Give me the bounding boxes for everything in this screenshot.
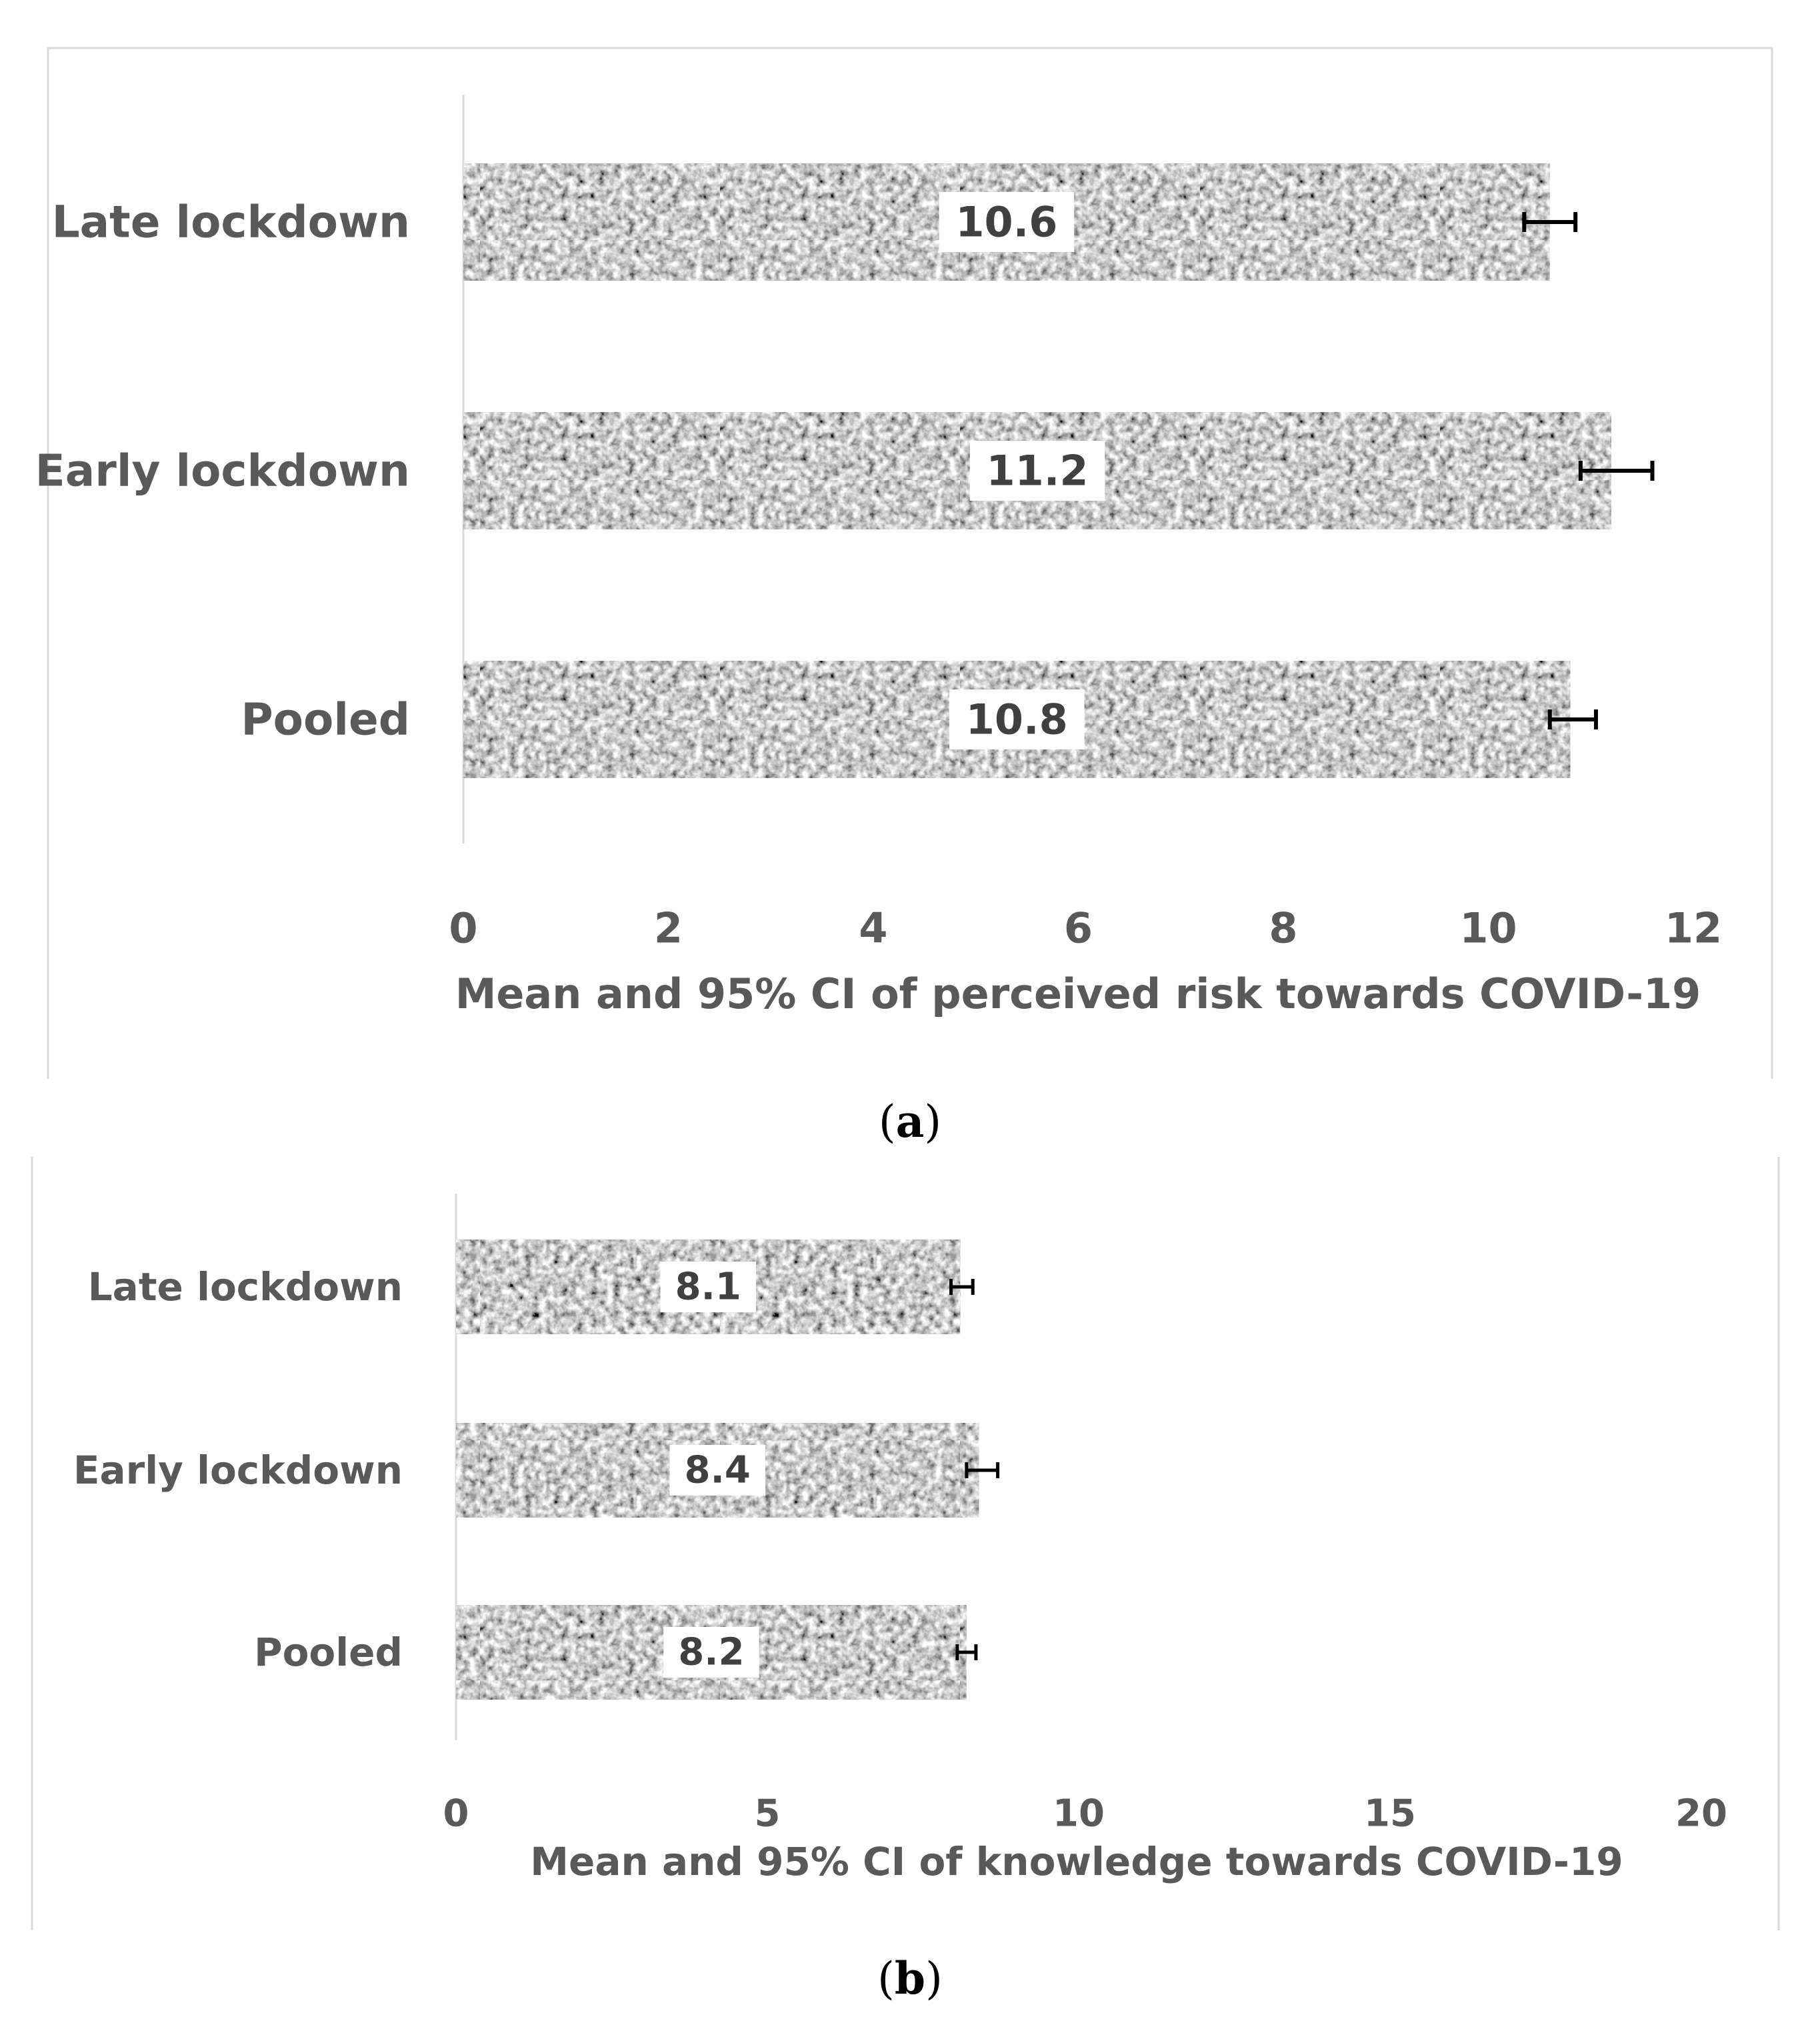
tick-labels-group-b: 0 5 10 15 20	[443, 1792, 1727, 1836]
data-label-box-a-2	[949, 689, 1085, 749]
data-label-box-b-1	[669, 1445, 766, 1496]
caption-b-letter: b	[895, 1952, 925, 2004]
data-label-box-a-1	[969, 441, 1105, 501]
caption-b: (b)	[877, 1952, 943, 2004]
error-bar-b-2	[955, 1644, 978, 1660]
tick-label-a-6: 12	[1665, 904, 1722, 953]
error-bar-a-1	[1578, 461, 1655, 481]
data-label-b-1: 8.4	[685, 1449, 751, 1492]
tick-label-a-2: 4	[859, 904, 887, 953]
data-label-box-a-0	[939, 192, 1075, 252]
tick-label-b-4: 20	[1675, 1792, 1727, 1836]
chart-panel-b: 8.1 8.4 8.2 Late lockdown Early lockdown Poo…	[31, 1157, 1780, 1930]
tick-label-a-4: 8	[1269, 904, 1297, 953]
category-label-a-2: Pooled	[241, 694, 410, 745]
data-label-box-b-0	[660, 1262, 757, 1312]
category-label-a-1: Early lockdown	[35, 445, 410, 497]
category-label-b-2: Pooled	[254, 1630, 403, 1675]
tick-label-a-3: 6	[1064, 904, 1093, 953]
data-label-b-2: 8.2	[678, 1631, 744, 1674]
error-bars-group-b	[949, 1279, 1000, 1660]
tick-label-b-1: 5	[755, 1792, 781, 1836]
tick-label-a-5: 10	[1459, 904, 1517, 953]
chart-panel-a: 10.6 11.2 10.8 Late lockdown Early lockdown…	[35, 47, 1773, 1079]
error-bar-b-1	[965, 1462, 1000, 1478]
bars-group-a	[463, 163, 1611, 778]
category-labels-group-a: Late lockdown Early lockdown Pooled	[35, 197, 410, 745]
tick-labels-group-a: 0 2 4 6 8 10 12	[449, 904, 1722, 953]
bars-group-b	[456, 1240, 979, 1700]
data-label-a-0: 10.6	[955, 198, 1057, 247]
x-axis-title-b: Mean and 95% CI of knowledge towards COV…	[530, 1839, 1623, 1884]
tick-label-b-3: 15	[1364, 1792, 1416, 1836]
tick-label-b-2: 10	[1053, 1792, 1105, 1836]
error-bars-group-a	[1522, 212, 1655, 729]
category-label-a-0: Late lockdown	[52, 197, 410, 248]
tick-label-a-0: 0	[449, 904, 477, 953]
category-label-b-0: Late lockdown	[88, 1264, 403, 1310]
x-axis-title-a: Mean and 95% CI of perceived risk toward…	[455, 969, 1701, 1018]
data-labels-group-a: 10.6 11.2 10.8	[939, 192, 1105, 749]
data-label-box-b-2	[663, 1627, 759, 1678]
caption-a: (a)	[879, 1096, 941, 1148]
data-labels-group-b: 8.1 8.4 8.2	[660, 1262, 766, 1678]
tick-label-a-1: 2	[654, 904, 683, 953]
tick-label-b-0: 0	[443, 1792, 469, 1836]
error-bar-b-0	[949, 1279, 975, 1295]
data-label-a-2: 10.8	[966, 695, 1068, 744]
category-labels-group-b: Late lockdown Early lockdown Pooled	[73, 1264, 403, 1675]
caption-a-letter: a	[896, 1096, 925, 1148]
error-bar-a-0	[1522, 212, 1578, 232]
chart-frame-a	[47, 47, 1773, 1079]
data-label-a-1: 11.2	[987, 447, 1089, 495]
data-label-b-0: 8.1	[675, 1266, 741, 1309]
category-label-b-1: Early lockdown	[73, 1448, 403, 1493]
error-bar-a-2	[1547, 709, 1598, 729]
